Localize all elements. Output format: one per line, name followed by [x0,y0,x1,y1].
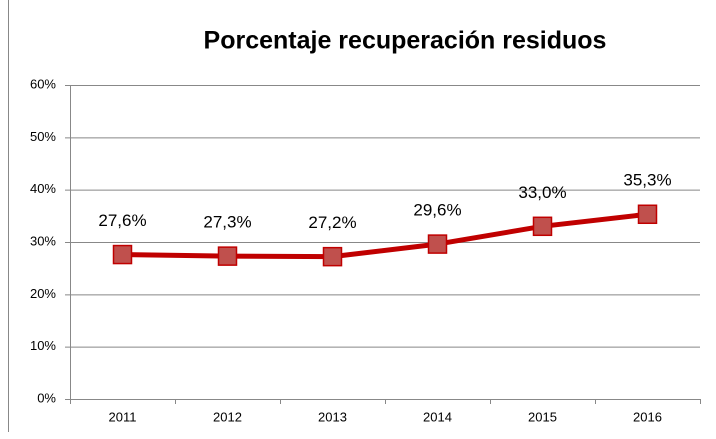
data-label: 33,0% [518,183,566,202]
data-label: 27,2% [308,213,356,232]
data-marker [532,216,553,237]
data-label: 27,6% [98,211,146,230]
data-marker [427,234,448,254]
x-tick-label: 2014 [423,409,452,424]
x-tick-label: 2011 [109,409,137,424]
x-tick-label: 2015 [528,409,557,424]
y-tick-label: 40% [30,181,56,196]
data-marker [217,246,238,266]
data-marker [322,246,343,267]
x-tick-label: 2012 [213,409,242,424]
y-tick-label: 60% [30,76,56,91]
x-tick-label: 2013 [318,409,347,424]
y-tick-label: 50% [30,129,56,144]
y-tick-label: 10% [30,338,56,353]
data-label: 29,6% [413,201,461,220]
y-tick-label: 20% [30,286,56,301]
chart-title: Porcentaje recuperación residuos [204,27,607,55]
x-tick-label: 2016 [633,409,662,424]
y-tick-label: 0% [37,390,56,405]
data-line [122,211,648,260]
data-label: 35,3% [623,171,671,190]
data-marker [637,204,658,225]
data-marker [112,244,133,265]
data-label: 27,3% [203,213,251,232]
y-tick-label: 30% [30,233,56,248]
